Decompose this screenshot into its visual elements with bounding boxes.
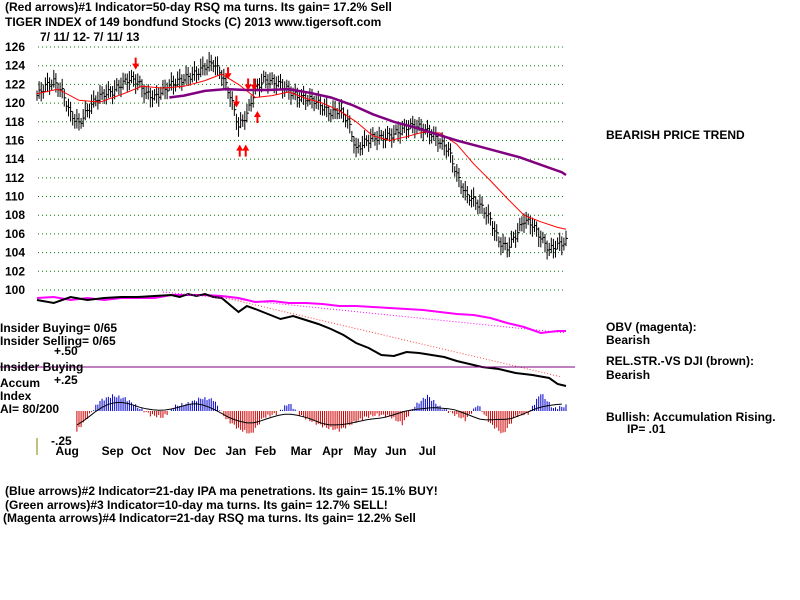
- accum-plus-25: +.25: [54, 373, 78, 387]
- y-tick-label: 122: [5, 77, 25, 91]
- sell-arrow: [132, 57, 140, 70]
- header-line-1: (Red arrows)#1 Indicator=50-day RSQ ma t…: [5, 0, 392, 14]
- sell-arrow: [244, 78, 252, 91]
- x-tick-label: May: [354, 444, 378, 458]
- chart-title: TIGER INDEX of 149 bondfund Stocks (C) 2…: [5, 15, 382, 29]
- relstr-value: Bearish: [606, 368, 651, 382]
- buy-arrow: [253, 111, 261, 124]
- x-tick-label: Apr: [322, 444, 343, 458]
- buy-arrow: [236, 144, 244, 157]
- footer-line-2: (Green arrows)#3 Indicator=10-day ma tur…: [5, 498, 388, 512]
- accum-plus-50: +.50: [54, 344, 78, 358]
- x-tick-label: Jan: [226, 444, 247, 458]
- y-tick-label: 116: [5, 133, 25, 147]
- y-tick-label: 106: [5, 227, 25, 241]
- obv-trendline: [162, 291, 567, 334]
- y-tick-label: 104: [5, 246, 25, 260]
- accum-minus-25: -.25: [51, 434, 72, 448]
- ma21-line: [36, 73, 567, 230]
- insider-selling-count: Insider Selling= 0/65: [0, 334, 116, 348]
- insider-buying-line-label: Insider Buying: [0, 360, 84, 374]
- insider-buying-count: Insider Buying= 0/65: [0, 321, 118, 335]
- ai-value: AI= 80/200: [0, 402, 60, 416]
- x-tick-label: Dec: [194, 444, 216, 458]
- x-tick-label: Aug: [55, 444, 78, 458]
- y-tick-label: 120: [5, 96, 25, 110]
- price-trend-note: BEARISH PRICE TREND: [606, 128, 745, 142]
- x-tick-label: Feb: [255, 444, 276, 458]
- x-tick-label: Nov: [163, 444, 186, 458]
- y-tick-label: 114: [5, 152, 25, 166]
- x-tick-label: Oct: [131, 444, 151, 458]
- footer-line-1: (Blue arrows)#2 Indicator=21-day IPA ma …: [5, 484, 438, 498]
- sell-arrow: [224, 67, 232, 80]
- y-tick-label: 118: [5, 115, 25, 129]
- x-tick-label: Sep: [102, 444, 124, 458]
- index-label: Index: [0, 389, 32, 403]
- y-tick-label: 110: [5, 190, 25, 204]
- accum-histogram: [76, 394, 567, 434]
- obv-value: Bearish: [606, 333, 651, 347]
- y-tick-label: 124: [5, 59, 25, 73]
- ma50-line: [169, 87, 567, 177]
- y-tick-label: 100: [5, 283, 25, 297]
- x-tick-label: Jul: [419, 444, 436, 458]
- relstr-trendline: [225, 297, 562, 378]
- relstr-line: [36, 292, 567, 387]
- footer-line-3: (Magenta arrows)#4 Indicator=21-day RSQ …: [3, 511, 416, 525]
- sell-arrow: [250, 78, 258, 91]
- sell-arrow: [232, 95, 240, 108]
- obv-label: OBV (magenta):: [606, 320, 697, 334]
- accum-label: Accum: [0, 376, 41, 390]
- price-bars: [36, 51, 568, 260]
- y-tick-label: 126: [5, 40, 25, 54]
- y-tick-label: 102: [5, 264, 25, 278]
- y-tick-label: 112: [5, 171, 25, 185]
- accumulation-note: Bullish: Accumulation Rising.: [606, 410, 776, 424]
- date-range: 7/ 11/ 12- 7/ 11/ 13: [40, 30, 140, 44]
- ip-value: IP= .01: [627, 422, 666, 436]
- buy-arrow: [242, 144, 250, 157]
- y-tick-label: 108: [5, 208, 25, 222]
- x-tick-label: Jun: [385, 444, 406, 458]
- x-tick-label: Mar: [291, 444, 313, 458]
- relstr-label: REL.STR.-VS DJI (brown):: [606, 354, 754, 368]
- accum-smoothed-line: [76, 401, 562, 426]
